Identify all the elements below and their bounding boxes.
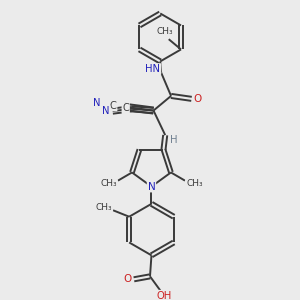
Text: CH₃: CH₃ xyxy=(95,203,112,212)
Text: N: N xyxy=(148,182,155,192)
Text: C: C xyxy=(122,103,129,113)
Text: CH₃: CH₃ xyxy=(157,27,173,36)
Text: O: O xyxy=(123,274,132,284)
Text: CH₃: CH₃ xyxy=(186,179,202,188)
Text: C: C xyxy=(110,100,117,111)
Text: HN: HN xyxy=(146,64,160,74)
Text: OH: OH xyxy=(156,291,171,300)
Text: N: N xyxy=(102,106,110,116)
Text: N: N xyxy=(93,98,100,108)
Text: CH₃: CH₃ xyxy=(100,179,117,188)
Text: O: O xyxy=(194,94,202,104)
Text: H: H xyxy=(169,135,177,146)
